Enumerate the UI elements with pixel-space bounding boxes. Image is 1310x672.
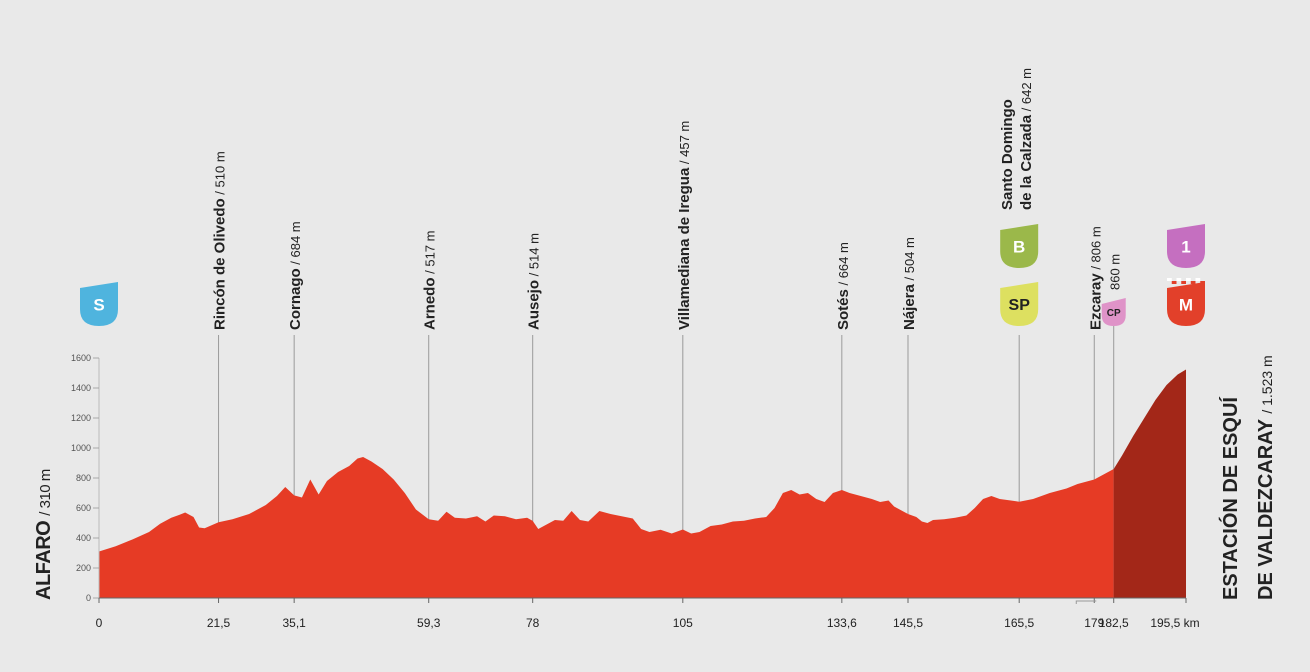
ezcaray-bracket <box>1075 600 1097 604</box>
badge-s: S <box>80 282 118 326</box>
waypoint-label: Villamediana de Iregua / 457 m <box>676 121 693 330</box>
waypoint-label: Santo Domingo <box>999 99 1016 210</box>
waypoint-label: Sotés / 664 m <box>835 242 852 330</box>
x-tick-label: 179 <box>1084 616 1104 630</box>
waypoint-label: Rincón de Olivedo / 510 m <box>212 151 229 330</box>
checker-cell <box>1186 278 1191 281</box>
badge-shield <box>1167 282 1205 326</box>
final-climb-area <box>1113 369 1186 598</box>
checker-cell <box>1190 281 1196 284</box>
checker-cell <box>1167 278 1172 281</box>
y-tick-label: 400 <box>76 533 91 543</box>
badge-shield <box>1000 224 1039 268</box>
waypoint-label: de la Calzada / 642 m <box>1018 68 1035 210</box>
waypoint-altitude: / 504 m <box>902 237 917 284</box>
waypoint-altitude: / 510 m <box>213 151 228 198</box>
waypoint-altitude: / 684 m <box>288 221 303 268</box>
x-axis: 0 21,5 35,1 59,3 78 105 133,6 145,5 165,5 179182,… <box>96 597 1200 630</box>
waypoint-altitude: / 514 m <box>527 233 542 280</box>
waypoint-label: Ezcaray / 806 m <box>1087 226 1104 330</box>
start-name: ALFARO <box>33 521 55 600</box>
y-tick-label: 200 <box>76 563 91 573</box>
waypoint-labels: Rincón de Olivedo / 510 m Cornago / 684 m… <box>212 68 1123 330</box>
waypoint-name: Cornago <box>287 268 304 330</box>
y-tick-label: 0 <box>86 593 91 603</box>
waypoint-name: Ezcaray <box>1087 273 1104 330</box>
badge-b: B <box>1000 224 1039 268</box>
waypoint-name: Sotés <box>835 289 852 330</box>
waypoint-altitude: / 517 m <box>423 231 438 278</box>
badge-shield <box>80 282 118 326</box>
badge-shield <box>1167 224 1205 268</box>
waypoint-label: 860 m <box>1108 254 1123 290</box>
badge-1: 1 <box>1167 224 1205 268</box>
finish-label-line2: DE VALDEZCARAY / 1.523 m <box>1255 355 1277 600</box>
badge-letter: CP <box>1107 308 1121 319</box>
x-tick-label: 105 <box>673 616 693 630</box>
badge-shield <box>1000 282 1039 326</box>
badge-letter: B <box>1013 237 1025 256</box>
start-label: ALFARO / 310 m <box>33 469 55 600</box>
waypoint-altitude: / 664 m <box>836 242 851 289</box>
finish-label-line1: ESTACIÓN DE ESQUÍ <box>1218 397 1242 600</box>
profile-area <box>99 457 1114 598</box>
waypoint-label: Ausejo / 514 m <box>526 233 543 330</box>
waypoint-name: Ausejo <box>526 280 543 330</box>
x-tick-label: 145,5 <box>893 616 923 630</box>
waypoint-altitude: / 642 m <box>1019 68 1034 115</box>
badge-m: M <box>1167 278 1205 326</box>
x-tick-label: 0 <box>96 616 103 630</box>
waypoint-name: Villamediana de Iregua <box>676 167 693 330</box>
x-tick-label: 165,5 <box>1004 616 1034 630</box>
stage-badges: S B SP CP 1 M <box>80 224 1205 326</box>
x-tick-label: 195,5 km <box>1150 616 1199 630</box>
waypoint-name: de la Calzada <box>1018 114 1035 210</box>
checker-cell <box>1181 281 1186 284</box>
waypoint-label: Cornago / 684 m <box>287 221 304 330</box>
y-tick-label: 600 <box>76 503 91 513</box>
finish-name-line2: DE VALDEZCARAY <box>1255 418 1277 600</box>
badge-shield <box>1101 298 1126 326</box>
badge-letter: M <box>1179 295 1193 314</box>
waypoint-altitude: / 806 m <box>1088 226 1103 273</box>
x-tick-label: 21,5 <box>207 616 231 630</box>
y-axis: 0 200 400 600 800 1000 1200 1400 1600 <box>71 353 100 603</box>
badge-sp: SP <box>1000 282 1039 326</box>
x-tick-label: 35,1 <box>282 616 306 630</box>
checker-cell <box>1195 278 1201 281</box>
x-tick-label: 133,6 <box>827 616 857 630</box>
y-tick-label: 1400 <box>71 383 91 393</box>
finish-name-line1: ESTACIÓN DE ESQUÍ <box>1218 397 1242 600</box>
x-tick-label: 78 <box>526 616 540 630</box>
badge-letter: SP <box>1009 297 1031 314</box>
checker-cell <box>1176 278 1182 281</box>
badge-letter: S <box>93 295 104 314</box>
profile-area-group <box>99 369 1186 598</box>
waypoint-name: Rincón de Olivedo <box>212 198 229 330</box>
y-tick-label: 1600 <box>71 353 91 363</box>
waypoint-label: Arnedo / 517 m <box>422 231 439 330</box>
finish-altitude: / 1.523 m <box>1259 355 1275 413</box>
waypoint-label: Nájera / 504 m <box>901 237 918 330</box>
checker-cell <box>1200 281 1205 284</box>
x-tick-label: 59,3 <box>417 616 441 630</box>
waypoint-altitude: / 457 m <box>677 121 692 168</box>
x-tick-label: 182,5 <box>1099 616 1129 630</box>
y-tick-label: 800 <box>76 473 91 483</box>
checker-cell <box>1171 281 1177 284</box>
waypoint-name: Nájera <box>901 283 918 330</box>
start-altitude: / 310 m <box>37 469 54 516</box>
y-tick-label: 1200 <box>71 413 91 423</box>
badge-cp: CP <box>1101 298 1126 326</box>
badge-letter: 1 <box>1181 237 1190 256</box>
y-tick-label: 1000 <box>71 443 91 453</box>
waypoint-name: Arnedo <box>422 278 439 331</box>
